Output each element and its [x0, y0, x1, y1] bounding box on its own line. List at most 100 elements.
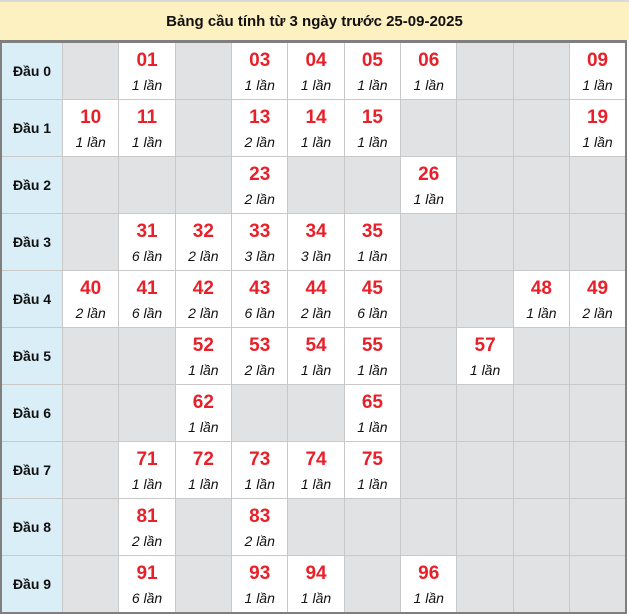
count: 1 lần: [300, 134, 332, 150]
number: 23: [249, 164, 271, 185]
number: 49: [586, 278, 609, 299]
count: 2 lần: [244, 191, 275, 207]
number: 15: [361, 107, 383, 128]
empty-cell: [61, 384, 120, 442]
count: 1 lần: [300, 476, 332, 492]
empty-cell: [287, 156, 345, 214]
count: 1 lần: [413, 590, 444, 606]
count: 2 lần: [244, 362, 275, 378]
empty-cell: [174, 156, 233, 214]
empty-cell: [118, 384, 176, 442]
number-cell: 01 1 lần: [118, 41, 176, 100]
number: 04: [305, 50, 327, 71]
number-cell: 57 1 lần: [456, 327, 514, 385]
number-cell: 03 1 lần: [231, 41, 289, 100]
number: 72: [192, 449, 214, 470]
number-cell: 42 2 lần: [174, 270, 233, 328]
empty-cell: [456, 156, 514, 214]
count: 1 lần: [244, 476, 275, 492]
count: 1 lần: [244, 590, 275, 606]
number-cell: 74 1 lần: [287, 441, 345, 499]
number: 01: [136, 50, 158, 71]
number: 43: [249, 278, 271, 299]
number-cell: 83 2 lần: [231, 498, 289, 556]
number: 31: [136, 221, 158, 242]
count: 1 lần: [188, 419, 219, 435]
number-cell: 05 1 lần: [343, 41, 402, 100]
number: 73: [249, 449, 271, 470]
count: 2 lần: [131, 533, 163, 549]
count: 1 lần: [131, 134, 163, 150]
number-cell: 31 6 lần: [118, 213, 176, 271]
number: 45: [361, 278, 383, 299]
row-label: Đầu 6: [0, 384, 63, 442]
row-label: Đầu 3: [0, 213, 63, 271]
count: 2 lần: [582, 305, 613, 321]
empty-cell: [569, 384, 627, 442]
number: 44: [305, 278, 327, 299]
table-row: Đầu 1 10 1 lần 11 1 lần 13 2 lần 14 1 lần 15 1 lần…: [0, 99, 627, 157]
row-label: Đầu 5: [0, 327, 63, 385]
number-cell: 55 1 lần: [343, 327, 402, 385]
number: 41: [136, 278, 158, 299]
empty-cell: [569, 156, 627, 214]
table-row: Đầu 5 52 1 lần 53 2 lần 54 1 lần 55 1 lần 57 1 lần: [0, 327, 627, 385]
count: 1 lần: [357, 248, 388, 264]
count: 6 lần: [244, 305, 275, 321]
number-cell: 44 2 lần: [287, 270, 345, 328]
count: 2 lần: [188, 305, 219, 321]
table-row: Đầu 7 71 1 lần 72 1 lần 73 1 lần 74 1 lần 75 1 lần: [0, 441, 627, 499]
number-cell: 71 1 lần: [118, 441, 176, 499]
number: 32: [192, 221, 214, 242]
number: 42: [192, 278, 214, 299]
count: 1 lần: [413, 77, 444, 93]
number-cell: 11 1 lần: [118, 99, 176, 157]
number: 10: [80, 107, 102, 128]
empty-cell: [343, 498, 402, 556]
count: 1 lần: [357, 476, 388, 492]
number: 62: [192, 392, 214, 413]
empty-cell: [400, 441, 458, 499]
empty-cell: [61, 327, 120, 385]
empty-cell: [456, 555, 514, 614]
number-cell: 04 1 lần: [287, 41, 345, 100]
row-label: Đầu 4: [0, 270, 63, 328]
table-row: Đầu 3 31 6 lần 32 2 lần 33 3 lần 34 3 lần 35 1 lần: [0, 213, 627, 271]
row-label: Đầu 9: [0, 555, 63, 614]
number: 34: [305, 221, 327, 242]
number: 57: [474, 335, 496, 356]
empty-cell: [343, 156, 402, 214]
number-cell: 73 1 lần: [231, 441, 289, 499]
number-cell: 75 1 lần: [343, 441, 402, 499]
number-cell: 45 6 lần: [343, 270, 402, 328]
number-cell: 32 2 lần: [174, 213, 233, 271]
number: 33: [249, 221, 271, 242]
number: 65: [361, 392, 383, 413]
number: 14: [305, 107, 327, 128]
empty-cell: [456, 441, 514, 499]
number-cell: 72 1 lần: [174, 441, 233, 499]
number-cell: 10 1 lần: [61, 99, 120, 157]
empty-cell: [512, 555, 571, 614]
number-cell: 65 1 lần: [343, 384, 402, 442]
number: 81: [136, 506, 158, 527]
count: 1 lần: [582, 134, 613, 150]
count: 3 lần: [244, 248, 275, 264]
count: 2 lần: [300, 305, 332, 321]
count: 1 lần: [357, 134, 388, 150]
empty-cell: [569, 213, 627, 271]
empty-cell: [61, 213, 120, 271]
empty-cell: [61, 441, 120, 499]
empty-cell: [569, 498, 627, 556]
empty-cell: [287, 498, 345, 556]
number: 09: [586, 50, 609, 71]
number-cell: 19 1 lần: [569, 99, 627, 157]
number-cell: 34 3 lần: [287, 213, 345, 271]
empty-cell: [512, 498, 571, 556]
number: 48: [530, 278, 552, 299]
number-cell: 96 1 lần: [400, 555, 458, 614]
number: 71: [136, 449, 158, 470]
count: 6 lần: [131, 305, 163, 321]
number: 55: [361, 335, 383, 356]
